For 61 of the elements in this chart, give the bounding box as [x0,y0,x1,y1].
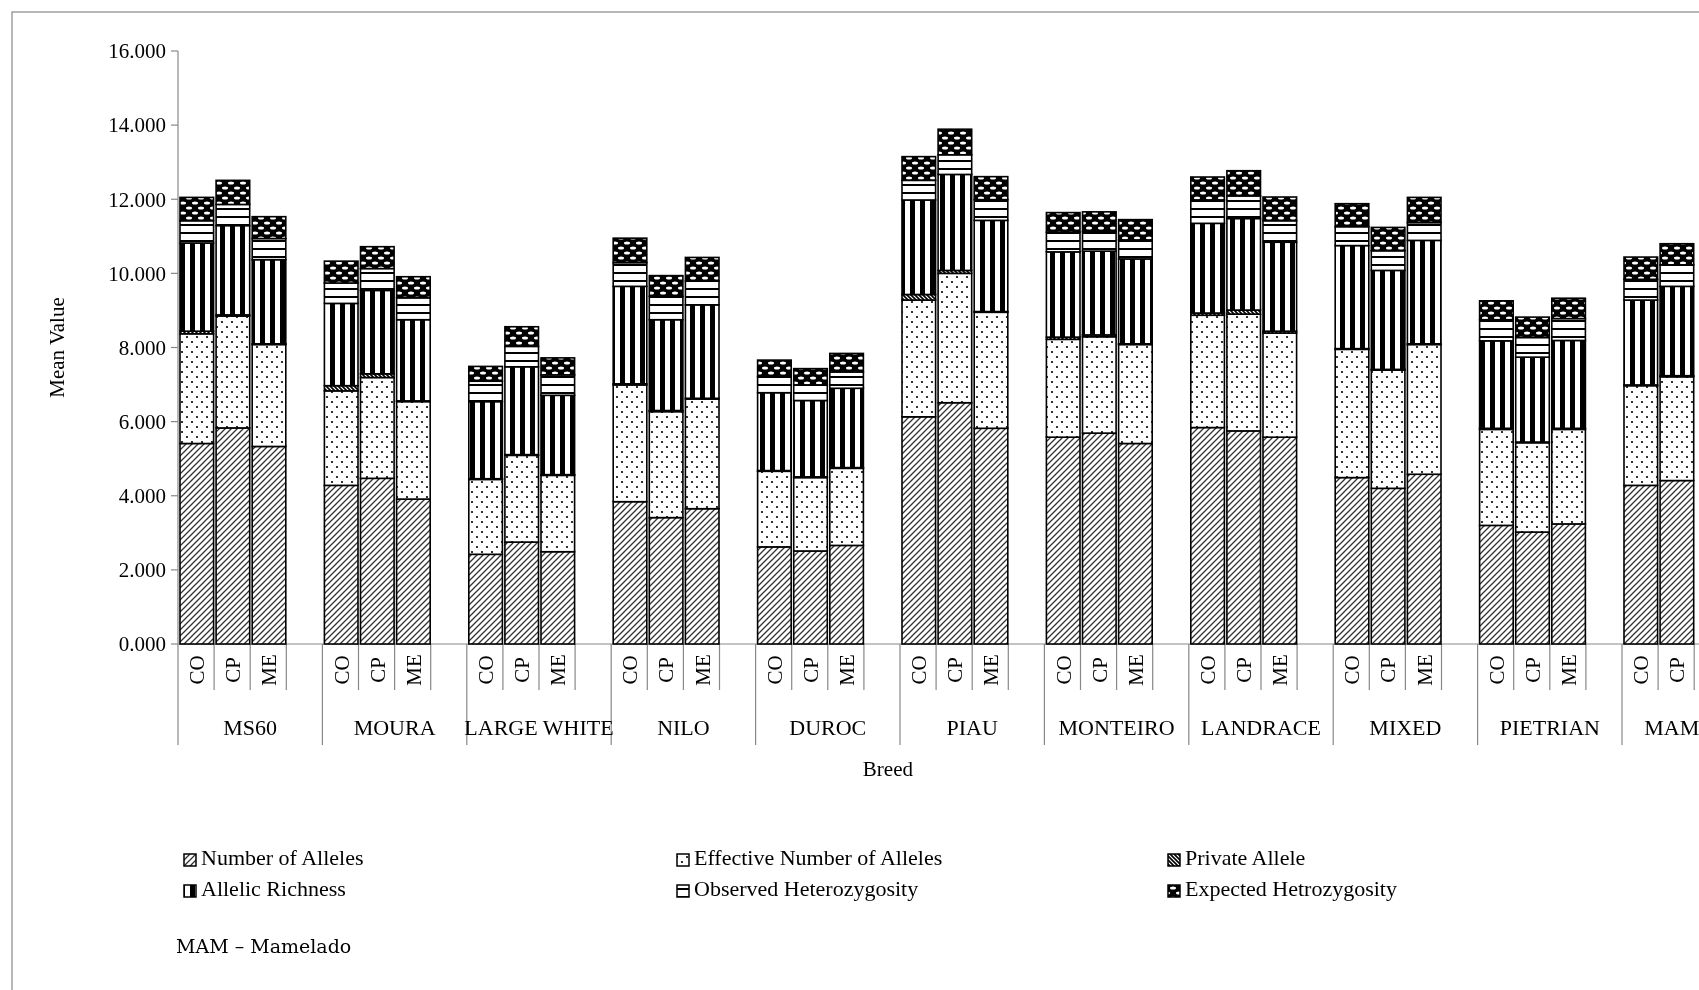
x-tick-label: CP [1665,657,1690,683]
legend-label: Allelic Richness [201,876,346,901]
text: MAM [1644,715,1699,740]
text: LANDRACE [1201,715,1321,740]
x-tick-label: CP [798,657,823,683]
x-tick-label: ME [1556,654,1581,686]
x-tick-label: ME [257,654,282,686]
legend-label: Effective Number of Alleles [694,845,943,870]
x-tick-label: CO [762,655,787,685]
text: PIETRIAN [1499,715,1601,740]
y-tick-label: 14.000 [108,113,166,138]
x-tick-label: CP [221,657,246,683]
x-tick-label: CO [473,655,498,685]
text: MONTEIRO [1058,715,1175,740]
x-tick-label: CO [329,655,354,685]
x-tick-label: CO [1484,655,1509,685]
y-tick-label: 8.000 [118,335,166,360]
y-tick-label: 16.000 [108,39,166,64]
x-tick-label: CP [654,657,679,683]
x-tick-label: CO [1629,655,1654,685]
y-tick-label: 10.000 [108,261,166,286]
legend-label: Expected Hetrozygosity [1185,876,1397,901]
legend-label: Private Allele [1185,845,1306,870]
text: MIXED [1369,715,1442,740]
x-tick-label: ME [401,654,426,686]
x-tick-label: ME [1123,654,1148,686]
x-tick-label: CP [365,657,390,683]
text: LARGE WHITE [464,715,614,740]
x-tick-label: ME [546,654,571,686]
x-tick-label: CP [1520,657,1545,683]
x-tick-label: CO [618,655,643,685]
text: NILO [657,715,710,740]
text: PIAU [946,715,998,740]
y-tick-label: 2.000 [118,558,166,583]
text: DUROC [789,715,867,740]
x-tick-label: ME [1412,654,1437,686]
x-tick-label: CO [907,655,932,685]
x-tick-label: CO [185,655,210,685]
x-tick-label: CO [1340,655,1365,685]
x-tick-label: CP [1087,657,1112,683]
x-tick-label: ME [834,654,859,686]
x-tick-label: CP [943,657,968,683]
y-tick-label: 12.000 [108,187,166,212]
x-tick-label: ME [690,654,715,686]
legend-label: Number of Alleles [201,845,364,870]
x-tick-label: CP [510,657,535,683]
y-tick-label: 4.000 [118,484,166,509]
x-tick-label: CP [1232,657,1257,683]
x-axis-title: Breed [862,757,914,781]
x-tick-label: CO [1051,655,1076,685]
x-tick-label: ME [979,654,1004,686]
y-tick-label: 0.000 [118,632,166,657]
legend-label: Observed Heterozygosity [694,876,919,901]
text: MAM – Mamelado [176,935,352,957]
text: MOURA [353,715,436,740]
text: MS60 [223,715,278,740]
y-tick-label: 6.000 [118,409,166,434]
y-axis-title: Mean Value [45,297,69,398]
x-tick-label: ME [1268,654,1293,686]
x-tick-label: CO [1195,655,1220,685]
x-tick-label: CP [1376,657,1401,683]
